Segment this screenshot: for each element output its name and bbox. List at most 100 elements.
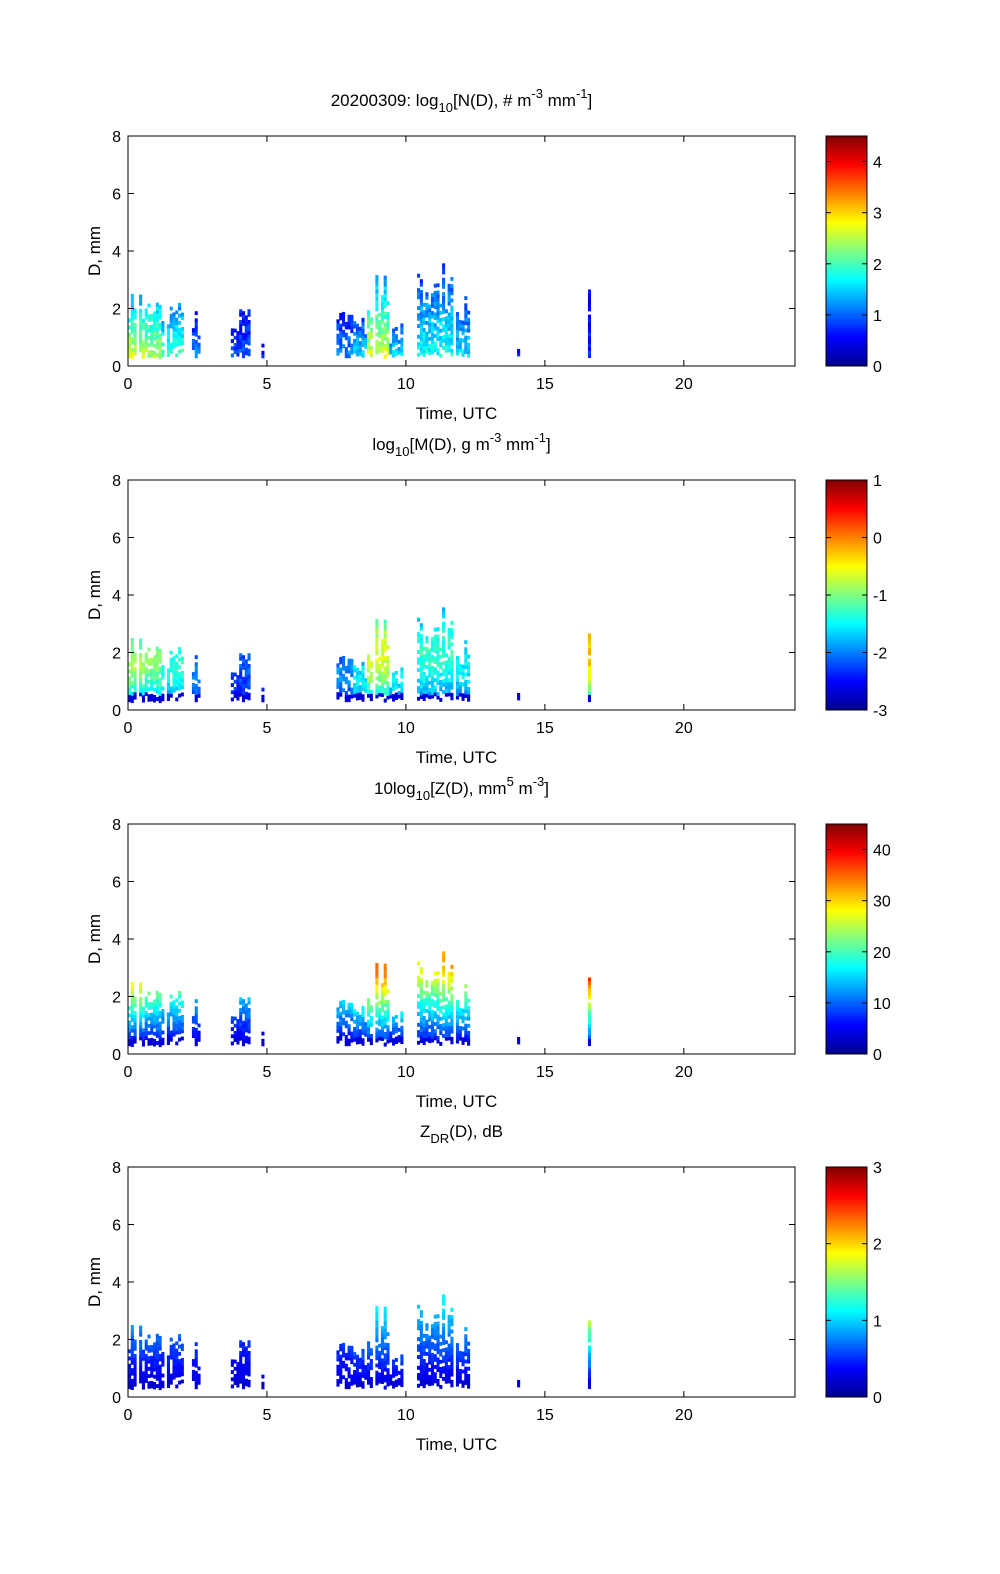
heatmap-cell — [378, 319, 382, 324]
heatmap-cell — [587, 662, 592, 667]
heatmap-cell — [150, 1027, 154, 1032]
heatmap-cell — [439, 1334, 443, 1339]
heatmap-cell — [339, 1354, 343, 1359]
heatmap-cell — [386, 1028, 390, 1033]
heatmap-cell — [236, 338, 240, 343]
heatmap-cell — [158, 315, 162, 320]
heatmap-cell — [464, 1381, 468, 1385]
heatmap-cell — [197, 1030, 201, 1035]
heatmap-cell — [383, 354, 387, 359]
heatmap-cell — [444, 1004, 448, 1009]
heatmap-cell — [175, 1373, 179, 1378]
heatmap-cell — [417, 1376, 421, 1381]
heatmap-cell — [161, 1351, 165, 1356]
heatmap-cell — [355, 674, 359, 679]
heatmap-cell — [355, 1029, 359, 1034]
heatmap-cell — [175, 697, 179, 702]
heatmap-cell — [172, 1003, 176, 1008]
heatmap-cell — [130, 351, 134, 356]
heatmap-cell — [367, 349, 371, 354]
heatmap-cell — [464, 1038, 468, 1042]
heatmap-cell — [380, 1333, 384, 1338]
heatmap-cell — [347, 1381, 351, 1386]
heatmap-cell — [161, 1362, 165, 1367]
heatmap-cell — [375, 321, 379, 326]
heatmap-cell — [172, 1375, 176, 1380]
heatmap-cell — [455, 1018, 460, 1022]
heatmap-cell — [350, 314, 354, 319]
heatmap-cell — [430, 343, 435, 348]
colorbar-tick-label: -2 — [873, 646, 887, 663]
heatmap-cell — [392, 686, 396, 691]
heatmap-cell — [444, 1029, 448, 1034]
heatmap-cell — [380, 986, 384, 991]
heatmap-cell — [144, 1028, 148, 1033]
heatmap-cell — [419, 666, 423, 671]
heatmap-cell — [447, 301, 451, 306]
heatmap-cell — [587, 1020, 592, 1025]
heatmap-cell — [439, 998, 443, 1003]
y-tick-label: 2 — [112, 990, 121, 1007]
heatmap-cell — [433, 1325, 437, 1330]
heatmap-cell — [447, 1032, 451, 1037]
heatmap-cell — [180, 1357, 184, 1362]
heatmap-cell — [467, 998, 471, 1003]
heatmap-cell — [350, 318, 354, 323]
heatmap-cell — [442, 281, 446, 286]
heatmap-cell — [436, 315, 440, 320]
heatmap-cell — [153, 1353, 157, 1358]
panel-title: log10[M(D), g m-3 mm-1] — [372, 430, 550, 459]
heatmap-cell — [247, 1372, 251, 1377]
heatmap-cell — [428, 1010, 432, 1015]
heatmap-cell — [439, 303, 443, 308]
heatmap-cell — [139, 330, 143, 335]
heatmap-cell — [236, 1019, 240, 1023]
heatmap-cell — [161, 686, 165, 691]
heatmap-cell — [230, 1034, 234, 1039]
heatmap-cell — [347, 1002, 351, 1007]
heatmap-cell — [428, 648, 432, 653]
heatmap-cell — [422, 1377, 426, 1381]
heatmap-cell — [400, 1358, 404, 1362]
heatmap-cell — [587, 1320, 592, 1325]
heatmap-cell — [130, 1028, 134, 1033]
heatmap-cell — [161, 1373, 165, 1378]
heatmap-cell — [336, 337, 340, 342]
heatmap-cell — [153, 680, 157, 685]
heatmap-cell — [150, 668, 154, 673]
heatmap-cell — [367, 1355, 371, 1360]
heatmap-cell — [375, 1009, 379, 1014]
heatmap-cell — [194, 673, 198, 678]
heatmap-cell — [419, 662, 423, 667]
heatmap-cell — [442, 1377, 446, 1381]
heatmap-cell — [158, 692, 162, 696]
heatmap-cell — [383, 1010, 387, 1015]
heatmap-cell — [422, 1008, 426, 1013]
heatmap-cell — [139, 996, 143, 1001]
heatmap-cell — [587, 687, 592, 692]
heatmap-cell — [130, 1353, 134, 1358]
heatmap-cell — [130, 1371, 134, 1376]
heatmap-cell — [436, 1025, 440, 1030]
heatmap-cell — [400, 681, 404, 686]
heatmap-cell — [128, 691, 132, 695]
heatmap-cell — [361, 1359, 365, 1364]
heatmap-cell — [587, 1009, 592, 1014]
heatmap-cell — [417, 668, 421, 672]
heatmap-cell — [130, 340, 134, 345]
heatmap-cell — [139, 334, 143, 339]
heatmap-cell — [375, 325, 379, 330]
heatmap-cell — [422, 664, 426, 669]
heatmap-cell — [417, 1030, 421, 1034]
heatmap-cell — [358, 352, 362, 356]
heatmap-cell — [375, 1031, 379, 1036]
heatmap-cell — [155, 650, 159, 655]
heatmap-cell — [180, 678, 184, 683]
heatmap-cell — [442, 639, 446, 644]
heatmap-cell — [239, 1000, 243, 1005]
heatmap-cell — [364, 341, 368, 346]
heatmap-cell — [433, 344, 437, 349]
heatmap-cell — [378, 345, 382, 349]
heatmap-cell — [233, 335, 237, 340]
heatmap-cell — [364, 685, 368, 690]
